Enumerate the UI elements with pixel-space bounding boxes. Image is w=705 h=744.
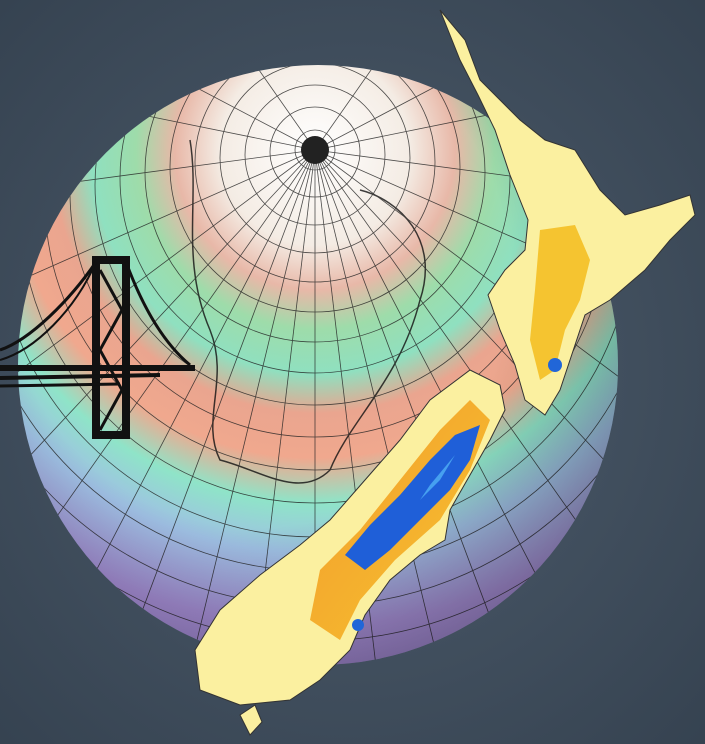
new-zealand: [194, 9, 696, 736]
bridge: [0, 256, 195, 439]
north-island: [439, 9, 696, 416]
globe: [18, 65, 618, 665]
alpine-band: [345, 425, 480, 570]
